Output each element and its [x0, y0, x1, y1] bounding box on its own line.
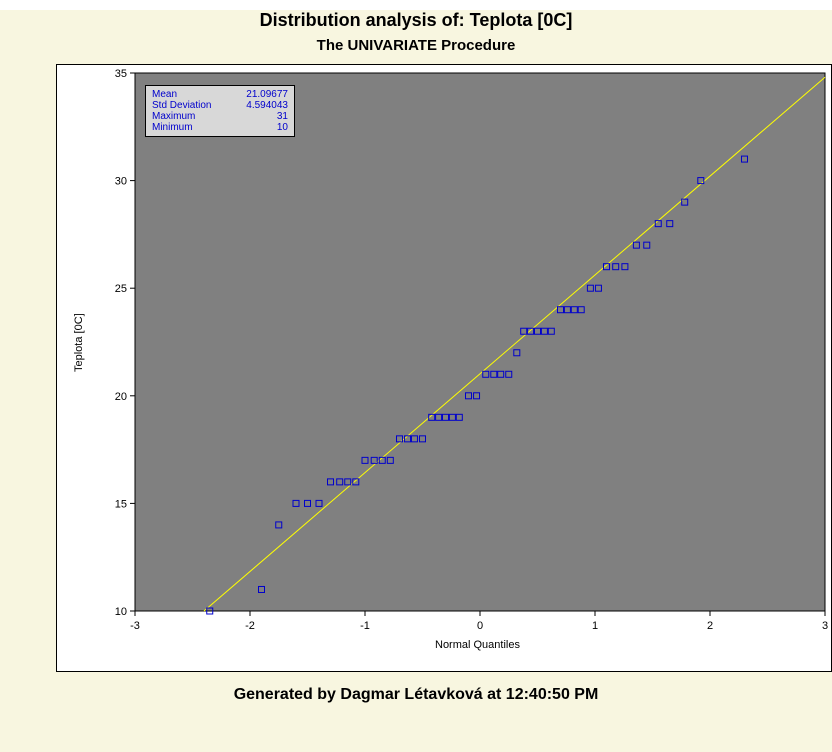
- stats-value: 31: [277, 111, 288, 122]
- y-tick-label: 20: [115, 391, 127, 403]
- chart-frame: -3 -2 -1 0 1 2 3 10 15 20 25 30 35 Teplota [0C] Norm…: [56, 64, 832, 672]
- stats-row: Minimum 10: [152, 122, 288, 133]
- main-title: Distribution analysis of: Teplota [0C]: [0, 10, 832, 31]
- stats-row: Std Deviation 4.594043: [152, 100, 288, 111]
- chart-svg: -3 -2 -1 0 1 2 3 10 15 20 25 30 35: [57, 65, 832, 673]
- x-tick-label: -3: [130, 620, 140, 632]
- x-tick-label: 1: [592, 620, 598, 632]
- x-axis-label: Normal Quantiles: [435, 639, 520, 651]
- sub-title: The UNIVARIATE Procedure: [0, 37, 832, 54]
- stats-label: Maximum: [152, 111, 195, 122]
- footer-text: Generated by Dagmar Létavková at 12:40:5…: [0, 686, 832, 704]
- stats-label: Minimum: [152, 122, 193, 133]
- x-tick-label: 3: [822, 620, 828, 632]
- y-axis-label: Teplota [0C]: [73, 313, 85, 372]
- y-tick-label: 15: [115, 498, 127, 510]
- stats-label: Std Deviation: [152, 100, 211, 111]
- stats-value: 10: [277, 122, 288, 133]
- x-tick-label: 2: [707, 620, 713, 632]
- y-tick-label: 30: [115, 176, 127, 188]
- y-tick-label: 10: [115, 606, 127, 618]
- x-tick-label: -1: [360, 620, 370, 632]
- x-tick-label: -2: [245, 620, 255, 632]
- stats-row: Maximum 31: [152, 111, 288, 122]
- y-tick-label: 35: [115, 68, 127, 80]
- stats-value: 4.594043: [246, 100, 288, 111]
- x-tick-label: 0: [477, 620, 483, 632]
- title-block: Distribution analysis of: Teplota [0C] T…: [0, 10, 832, 54]
- stats-row: Mean 21.09677: [152, 89, 288, 100]
- stats-box: Mean21.09677Std Deviation4.594043Maximum…: [145, 85, 295, 137]
- stats-label: Mean: [152, 89, 177, 100]
- plot-area: [135, 73, 825, 611]
- stats-value: 21.09677: [246, 89, 288, 100]
- page-root: Distribution analysis of: Teplota [0C] T…: [0, 10, 832, 752]
- y-tick-label: 25: [115, 283, 127, 295]
